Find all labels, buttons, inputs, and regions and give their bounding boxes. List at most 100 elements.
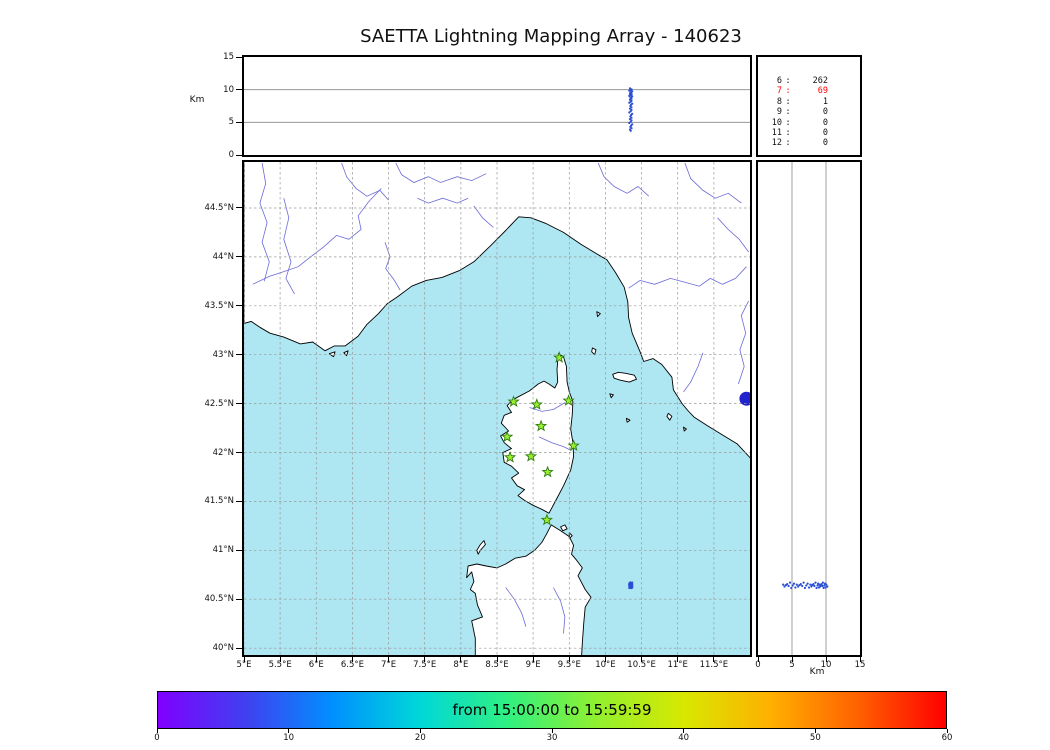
- tick-mark: [419, 729, 421, 733]
- station-count-row: 12: 0: [766, 138, 854, 148]
- tick-mark: [236, 89, 242, 91]
- tick-mark: [424, 657, 426, 662]
- lightning-point: [628, 111, 631, 114]
- tick-mark: [814, 729, 816, 733]
- tick-label: 15: [223, 52, 234, 62]
- lightning-point: [631, 581, 634, 584]
- colorbar-time-label: from 15:00:00 to 15:59:59: [452, 701, 652, 719]
- tick-mark: [156, 729, 158, 733]
- lightning-point: [629, 129, 632, 132]
- tick-mark: [713, 657, 715, 662]
- tick-label: 9°E: [525, 660, 541, 670]
- tick-label: 0: [755, 660, 761, 670]
- tick-label: 42.5°N: [204, 398, 234, 409]
- tick-mark: [496, 657, 498, 662]
- tick-mark: [243, 657, 245, 662]
- tick-mark: [236, 305, 242, 307]
- river-line: [395, 162, 487, 183]
- tick-mark: [677, 657, 679, 662]
- tick-label: 40: [678, 733, 690, 743]
- river-line: [252, 188, 382, 285]
- station-count-text: :: [785, 96, 791, 107]
- lightning-point: [815, 586, 818, 590]
- tick-mark: [460, 657, 462, 662]
- coastline-polygon: [560, 524, 568, 532]
- lightning-point: [824, 586, 827, 589]
- station-count-text: 12: [771, 138, 782, 149]
- station-count-row: 9: 0: [766, 107, 854, 117]
- station-count-text: 6: [776, 76, 782, 86]
- tick-mark: [351, 657, 353, 662]
- tick-mark: [641, 657, 643, 662]
- tick-label: 11°E: [667, 660, 688, 670]
- river-line: [597, 162, 650, 197]
- lightning-point: [630, 127, 633, 130]
- coastline-polygon: [625, 417, 631, 423]
- right-panel-axis-label: Km: [809, 667, 825, 677]
- tick-mark: [236, 598, 242, 600]
- tick-label: 41°N: [212, 545, 234, 556]
- coastline-polygon: [500, 353, 575, 514]
- station-count-text: :: [785, 76, 791, 86]
- lightning-point: [823, 582, 827, 585]
- altitude-longitude-panel: [242, 55, 752, 157]
- map-panel: [242, 160, 752, 657]
- tick-mark: [757, 657, 759, 662]
- river-line: [628, 266, 747, 289]
- tick-label: 10.5°E: [627, 660, 656, 670]
- tick-label: 41.5°N: [204, 496, 234, 507]
- tick-mark: [236, 154, 242, 156]
- station-counts-list: 6: 262 7: 69 8: 1 9: 0 10: 0 11: 0 12: 0: [758, 57, 860, 155]
- lightning-point: [630, 106, 633, 109]
- lightning-point: [821, 581, 824, 584]
- lightning-point: [628, 107, 632, 110]
- tick-mark: [236, 354, 242, 356]
- tick-label: 43.5°N: [204, 300, 234, 311]
- coastline-polygon: [476, 540, 486, 555]
- tick-label: 15: [854, 660, 866, 670]
- station-star-marker: [530, 398, 543, 410]
- tick-mark: [236, 121, 242, 123]
- lightning-point: [794, 586, 797, 589]
- tick-label: 50: [809, 733, 821, 743]
- tick-mark: [236, 256, 242, 258]
- station-count-text: 10: [771, 117, 782, 128]
- river-line: [538, 436, 572, 451]
- lightning-point: [630, 116, 633, 119]
- lightning-point: [801, 584, 804, 588]
- tick-mark: [236, 549, 242, 551]
- tick-mark: [825, 657, 827, 662]
- lightning-point: [791, 584, 794, 587]
- station-star-marker: [541, 465, 554, 478]
- station-count-text: :: [785, 86, 791, 97]
- station-count-text: 0: [822, 117, 828, 128]
- tick-label: 0: [154, 733, 160, 743]
- station-count-row: 7: 69: [766, 86, 854, 96]
- tick-mark: [388, 657, 390, 662]
- tick-label: 5: [228, 117, 234, 128]
- station-star-marker: [540, 513, 553, 526]
- tick-mark: [568, 657, 570, 662]
- tick-mark: [236, 500, 242, 502]
- tick-label: 40°N: [212, 643, 234, 654]
- tick-mark: [236, 56, 242, 58]
- lightning-point: [809, 583, 812, 586]
- tick-label: 20: [414, 733, 426, 743]
- station-star-marker: [552, 351, 566, 363]
- tick-label: 60: [941, 733, 953, 743]
- tick-label: 43°N: [212, 349, 234, 360]
- coastline-polygon: [666, 412, 673, 421]
- tick-label: 6°E: [308, 660, 324, 670]
- station-count-row: 8: 1: [766, 97, 854, 107]
- tick-mark: [315, 657, 317, 662]
- lightning-point: [797, 585, 800, 588]
- station-count-text: :: [785, 138, 791, 149]
- lightning-point: [810, 585, 813, 588]
- tick-mark: [279, 657, 281, 662]
- tick-mark: [604, 657, 606, 662]
- lightning-point: [826, 585, 829, 588]
- altitude-axis-label: Km: [189, 95, 205, 105]
- tick-label: 7°E: [381, 660, 397, 670]
- station-count-row: 6: 262: [766, 76, 854, 86]
- lightning-point: [787, 584, 790, 588]
